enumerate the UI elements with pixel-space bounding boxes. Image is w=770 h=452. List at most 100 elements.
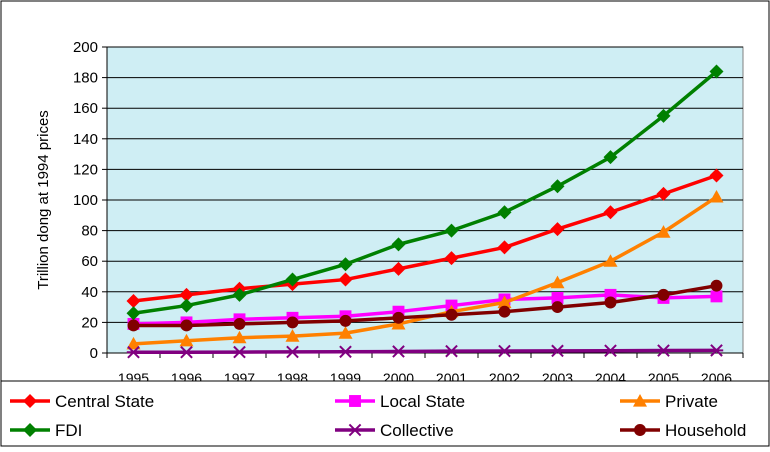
legend-label: Local State	[380, 392, 465, 411]
data-point	[285, 345, 300, 359]
data-point	[551, 301, 564, 314]
data-point	[285, 272, 300, 287]
data-point	[497, 205, 512, 220]
data-point	[232, 330, 247, 344]
legend-label: FDI	[55, 421, 82, 440]
data-point	[391, 237, 406, 252]
data-point	[550, 222, 565, 237]
y-tick-label: 180	[73, 70, 98, 87]
data-point	[709, 344, 724, 357]
data-point	[232, 345, 247, 359]
data-point	[179, 298, 194, 313]
data-point	[23, 394, 37, 408]
data-point	[656, 108, 671, 123]
data-point	[634, 424, 646, 436]
y-tick-label: 100	[73, 192, 98, 209]
series-line	[133, 173, 718, 303]
y-tick-label: 80	[81, 223, 98, 240]
data-point	[603, 150, 618, 165]
data-point	[603, 344, 618, 358]
data-point	[126, 336, 141, 350]
legend-label: Household	[665, 421, 746, 440]
data-point	[604, 296, 617, 309]
y-tick-label: 200	[73, 39, 98, 56]
series-fdi	[126, 64, 724, 321]
data-point	[349, 395, 361, 407]
data-point	[497, 240, 512, 255]
y-tick-labels: 0 20 40 60 80 100 120 140 160 180 200	[73, 39, 107, 362]
data-point	[497, 344, 512, 358]
data-point	[498, 305, 511, 318]
data-point	[603, 205, 618, 220]
data-point	[710, 290, 723, 303]
y-tick-label: 60	[81, 253, 98, 270]
series-line	[133, 293, 717, 326]
data-point	[391, 345, 406, 358]
data-point	[286, 316, 299, 329]
series-collective	[126, 344, 724, 359]
data-point	[233, 317, 246, 330]
data-point	[285, 329, 300, 342]
data-point	[126, 306, 141, 321]
data-point	[444, 344, 459, 358]
data-point	[392, 305, 405, 318]
data-point	[179, 345, 194, 359]
series-line	[133, 283, 717, 328]
y-axis-label: Trillion dong at 1994 prices	[35, 110, 52, 290]
data-point	[633, 394, 647, 407]
data-point	[392, 311, 405, 324]
data-point	[604, 288, 617, 301]
data-point	[179, 287, 194, 302]
data-point	[180, 319, 193, 332]
legend-item: Collective	[335, 421, 454, 440]
legend-item: FDI	[10, 421, 82, 440]
data-point	[603, 254, 618, 267]
data-point	[23, 423, 37, 437]
y-tick-label: 160	[73, 100, 98, 117]
data-point	[232, 287, 247, 302]
data-point	[444, 251, 459, 266]
data-point	[126, 293, 141, 308]
data-point	[550, 344, 565, 358]
data-point	[709, 64, 724, 79]
data-point	[338, 257, 353, 272]
data-point	[550, 275, 565, 289]
y-tick-label: 0	[90, 345, 98, 362]
data-point	[656, 344, 671, 357]
data-point	[551, 291, 564, 304]
legend-item: Private	[620, 392, 718, 411]
legend-label: Private	[665, 392, 718, 411]
data-point	[339, 314, 352, 327]
data-point	[710, 279, 723, 292]
data-point	[391, 261, 406, 276]
data-point	[657, 288, 670, 301]
y-gridlines	[107, 46, 743, 323]
y-tick-label: 120	[73, 161, 98, 178]
data-point	[445, 308, 458, 321]
data-point	[550, 179, 565, 194]
data-point	[444, 223, 459, 238]
data-point	[338, 272, 353, 287]
legend-label: Collective	[380, 421, 454, 440]
series-line	[133, 348, 717, 354]
legend: Central State Local State Private FDI Collec…	[10, 392, 746, 440]
data-point	[348, 423, 362, 437]
series-household	[127, 279, 723, 332]
legend-item: Local State	[335, 392, 465, 411]
data-point	[497, 295, 512, 309]
series-line	[133, 70, 718, 315]
legend-item: Central State	[10, 392, 154, 411]
legend-label: Central State	[55, 392, 154, 411]
data-point	[709, 189, 724, 203]
y-tick-label: 140	[73, 131, 98, 148]
legend-item: Household	[620, 421, 746, 440]
data-point	[179, 333, 194, 347]
data-point	[656, 186, 671, 201]
x-ticks	[106, 353, 744, 358]
y-tick-label: 20	[81, 314, 98, 331]
y-tick-label: 40	[81, 284, 98, 301]
data-point	[709, 168, 724, 183]
data-point	[338, 345, 353, 359]
